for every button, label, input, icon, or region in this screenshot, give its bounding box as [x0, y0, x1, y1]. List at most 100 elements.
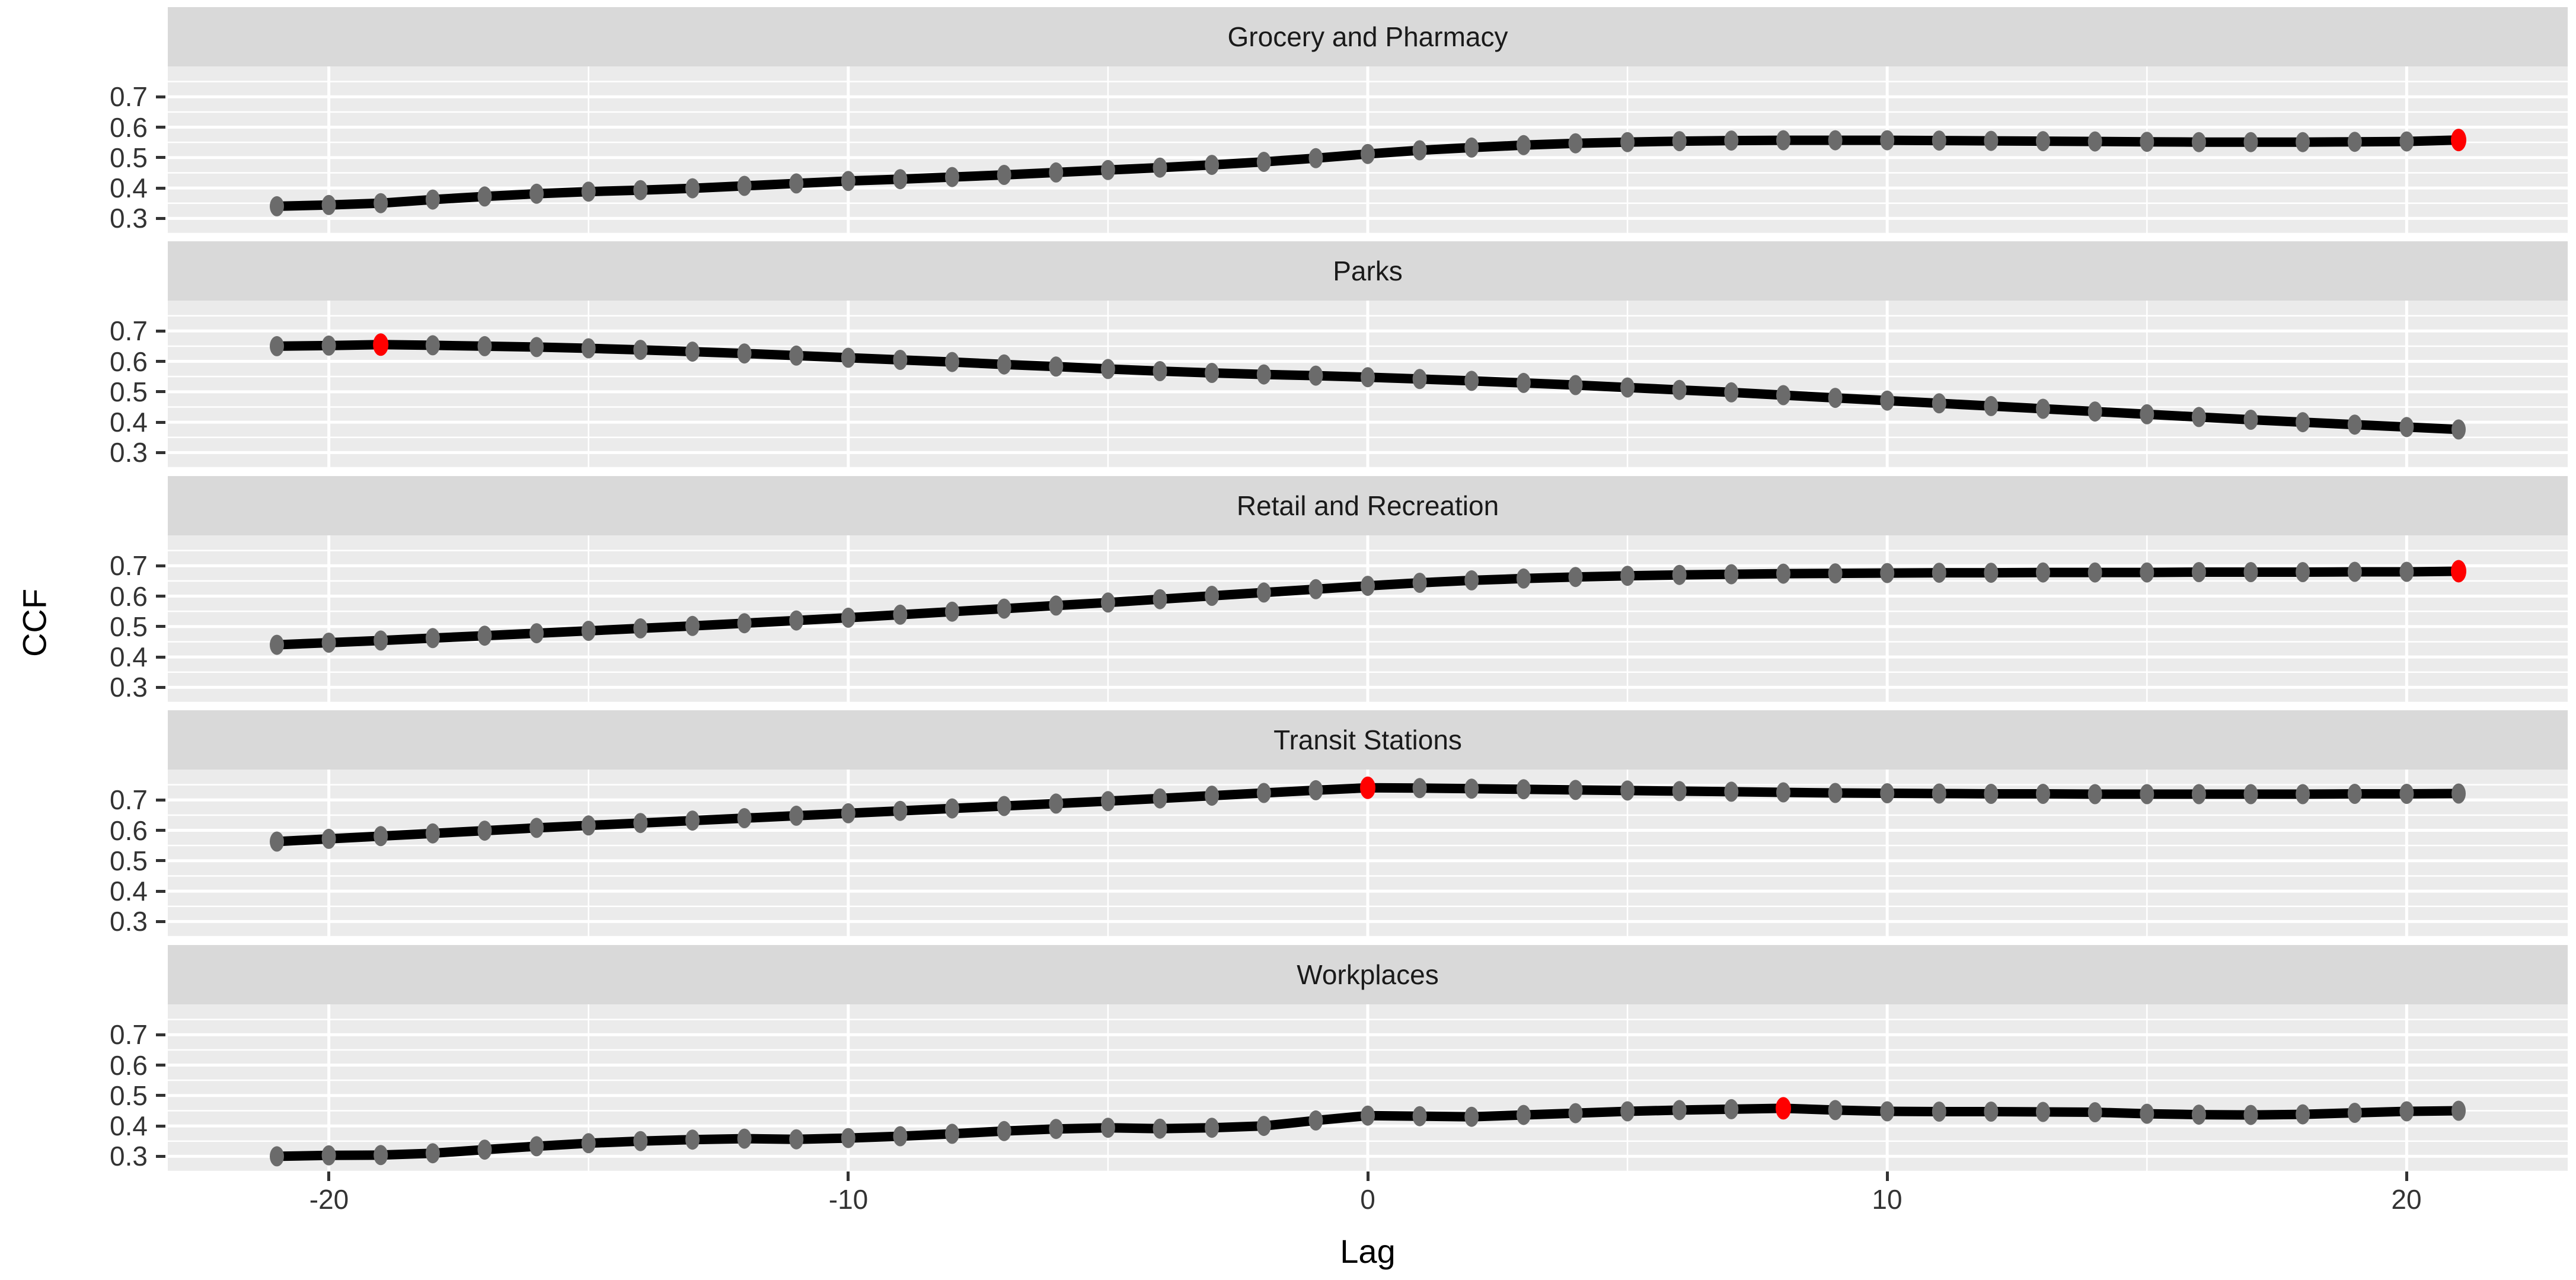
data-point: [2087, 401, 2102, 422]
data-point: [425, 335, 440, 356]
y-tick-label: 0.6: [110, 1050, 148, 1081]
x-tick-mark: [1886, 1172, 1889, 1181]
data-point: [893, 800, 908, 821]
data-point: [2140, 404, 2154, 424]
data-point: [2191, 784, 2206, 805]
data-point: [1256, 783, 1271, 803]
data-point: [1256, 152, 1271, 172]
data-point: [2036, 398, 2050, 419]
y-tick-mark: [156, 686, 165, 689]
data-point: [2087, 1102, 2102, 1122]
data-point: [1620, 566, 1635, 586]
y-tick-label: 0.7: [110, 315, 148, 346]
data-point: [2140, 132, 2154, 152]
data-point: [789, 345, 804, 366]
data-point: [321, 828, 336, 849]
data-point: [2347, 561, 2362, 582]
data-point: [581, 1133, 596, 1154]
y-tick-label: 0.6: [110, 112, 148, 143]
data-point: [2243, 784, 2258, 805]
data-point: [1256, 364, 1271, 385]
data-point: [2036, 131, 2050, 152]
data-point: [2191, 1105, 2206, 1125]
y-tick-mark: [156, 1125, 165, 1128]
facet-strip: Grocery and Pharmacy: [168, 7, 2568, 66]
data-point: [2296, 412, 2310, 433]
data-point: [945, 798, 959, 819]
y-tick-mark: [156, 799, 165, 802]
panel-plot-svg: [168, 1004, 2568, 1172]
data-point: [1153, 1118, 1167, 1139]
data-point: [321, 335, 336, 356]
data-point: [1828, 130, 1843, 151]
panel-plot-svg: [168, 535, 2568, 703]
data-point: [2243, 1105, 2258, 1125]
data-point: [1049, 595, 1064, 616]
y-tick-label: 0.7: [110, 784, 148, 815]
data-point: [1568, 567, 1583, 588]
data-point: [1880, 390, 1895, 411]
data-point: [997, 165, 1011, 185]
data-point: [789, 610, 804, 631]
data-point: [270, 1146, 284, 1167]
data-point: [2036, 784, 2050, 804]
max-ccf-point: [2451, 560, 2466, 583]
data-point: [945, 167, 959, 187]
data-point: [841, 607, 856, 628]
data-point: [1620, 377, 1635, 398]
data-point: [2087, 562, 2102, 583]
x-tick-mark: [2405, 1172, 2408, 1181]
data-point: [1932, 1102, 1946, 1122]
y-axis-title: CCF: [15, 588, 53, 657]
x-tick-label: 10: [1872, 1184, 1903, 1215]
data-point: [1620, 780, 1635, 801]
data-point: [1464, 371, 1479, 391]
data-point: [2140, 562, 2154, 583]
y-tick-label: 0.6: [110, 581, 148, 612]
data-point: [2243, 562, 2258, 582]
data-point: [633, 618, 648, 639]
max-ccf-point: [373, 333, 389, 356]
data-point: [270, 196, 284, 216]
data-point: [1672, 379, 1687, 400]
x-tick-label: -20: [309, 1184, 349, 1215]
data-point: [1984, 784, 1999, 804]
data-point: [737, 1128, 752, 1149]
panel-grocery-and-pharmacy: Grocery and Pharmacy: [168, 7, 2568, 234]
data-point: [1516, 372, 1531, 393]
data-point: [1464, 137, 1479, 158]
data-point: [1828, 1100, 1843, 1121]
data-point: [1100, 159, 1115, 180]
x-tick-label: 20: [2391, 1184, 2422, 1215]
y-tick-label: 0.4: [110, 1110, 148, 1141]
data-point: [633, 813, 648, 834]
data-point: [1724, 1099, 1739, 1119]
x-tick-label: 0: [1360, 1184, 1375, 1215]
y-tick-label: 0.7: [110, 1019, 148, 1050]
y-tick-label: 0.6: [110, 815, 148, 846]
y-tick-mark: [156, 451, 165, 454]
data-point: [1361, 143, 1375, 164]
y-tick-mark: [156, 625, 165, 628]
data-point: [945, 1123, 959, 1144]
data-point: [1205, 155, 1220, 175]
data-point: [1880, 1101, 1895, 1122]
data-point: [1205, 586, 1220, 606]
data-point: [685, 1129, 700, 1150]
data-point: [1932, 783, 1946, 804]
x-axis-title: Lag: [1340, 1233, 1396, 1270]
y-tick-mark: [156, 330, 165, 333]
panel-plot-svg: [168, 301, 2568, 468]
data-point: [945, 352, 959, 372]
facet-title: Grocery and Pharmacy: [1227, 21, 1508, 52]
panel-plot-svg: [168, 66, 2568, 234]
data-point: [1412, 369, 1427, 390]
facet-strip: Parks: [168, 241, 2568, 301]
data-point: [477, 1139, 492, 1160]
y-tick-mark: [156, 360, 165, 363]
facet-strip: Retail and Recreation: [168, 476, 2568, 535]
data-point: [529, 183, 544, 204]
data-point: [1049, 162, 1064, 183]
data-point: [789, 1129, 804, 1150]
data-point: [1880, 130, 1895, 151]
